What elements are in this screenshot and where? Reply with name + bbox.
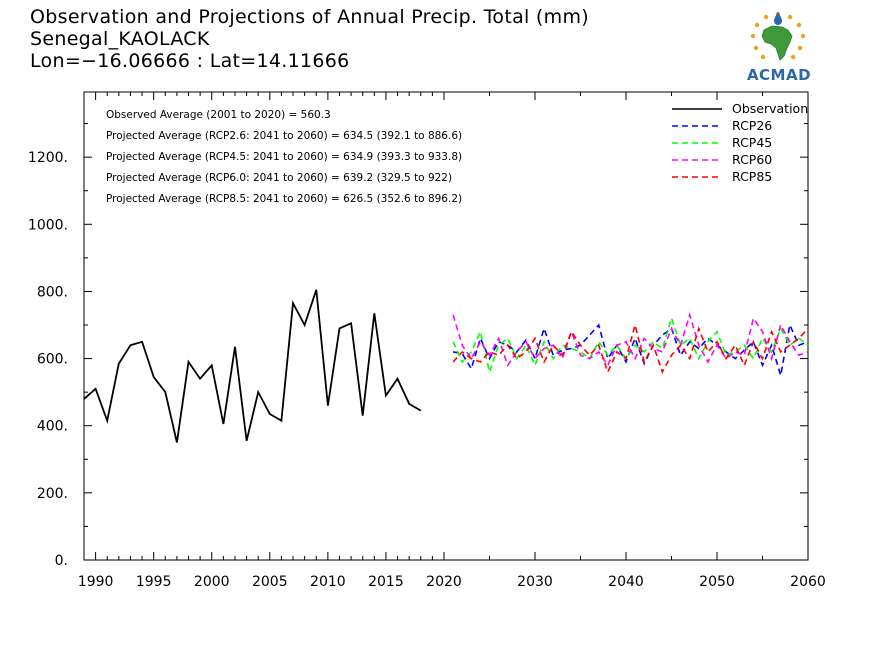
logo-text: ACMAD xyxy=(746,66,812,84)
x-tick-label: 2020 xyxy=(426,574,462,590)
x-tick-label: 2060 xyxy=(790,574,826,590)
annotation-text: Projected Average (RCP8.5: 2041 to 2060)… xyxy=(106,193,462,205)
y-tick-label: 1000. xyxy=(28,217,68,233)
series-line-observation xyxy=(83,289,422,443)
series-layer xyxy=(83,289,809,443)
x-tick-label: 2040 xyxy=(608,574,644,590)
x-tick-label: 2010 xyxy=(310,574,346,590)
annotation-text: Projected Average (RCP6.0: 2041 to 2060)… xyxy=(106,172,452,184)
series-line-rcp45 xyxy=(452,315,809,375)
legend-label: Observation xyxy=(732,101,808,116)
y-tick-label: 0. xyxy=(55,553,68,569)
annotation-group: Observed Average (2001 to 2020) = 560.3 P… xyxy=(106,109,462,205)
x-tick-label: 2000 xyxy=(194,574,230,590)
series-line-rcp85 xyxy=(452,321,809,375)
x-tick-label: 2005 xyxy=(252,574,288,590)
legend: Observation RCP26 RCP45 RCP60 RCP85 xyxy=(672,101,808,184)
x-tick-label: 1995 xyxy=(136,574,172,590)
y-tick-label: 600. xyxy=(37,352,68,368)
plot-frame xyxy=(83,91,809,561)
y-tick-label: 1200. xyxy=(28,150,68,166)
x-tick-label: 1990 xyxy=(78,574,114,590)
annotation-text: Projected Average (RCP2.6: 2041 to 2060)… xyxy=(106,130,462,142)
acmad-logo: ACMAD xyxy=(738,8,818,84)
station-coordinates: Lon=−16.06666 : Lat=14.11666 xyxy=(30,50,350,72)
chart-title-block: Observation and Projections of Annual Pr… xyxy=(30,6,589,72)
x-tick-label: 2030 xyxy=(517,574,553,590)
axes-layer: 0. 200. 400. 600. 800. 1000. 1200. 1990 1995 2000… xyxy=(28,92,826,590)
legend-label: RCP26 xyxy=(732,118,772,133)
x-tick-label: 2015 xyxy=(368,574,404,590)
y-tick-label: 400. xyxy=(37,419,68,435)
africa-map-icon xyxy=(750,11,806,61)
x-tick-label: 2050 xyxy=(699,574,735,590)
y-tick-label: 800. xyxy=(37,284,68,300)
legend-label: RCP45 xyxy=(732,135,772,150)
legend-label: RCP60 xyxy=(732,152,772,167)
annotation-text: Observed Average (2001 to 2020) = 560.3 xyxy=(106,109,331,121)
legend-label: RCP85 xyxy=(732,169,772,184)
y-tick-label: 200. xyxy=(37,486,68,502)
series-line-rcp60 xyxy=(452,312,809,368)
station-name: Senegal_KAOLACK xyxy=(30,28,210,50)
chart-title: Observation and Projections of Annual Pr… xyxy=(30,6,589,28)
annotation-text: Projected Average (RCP4.5: 2041 to 2060)… xyxy=(106,151,462,163)
